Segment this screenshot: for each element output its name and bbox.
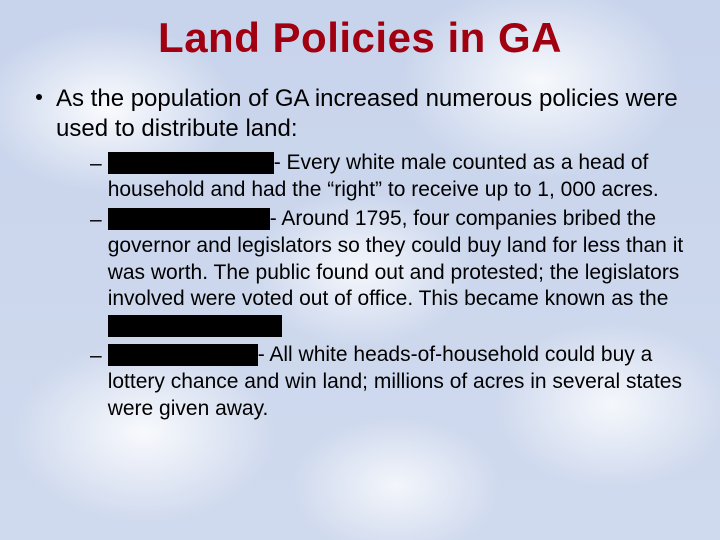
dash-icon: – [90, 344, 102, 368]
slide: Land Policies in GA As the population of… [0, 0, 720, 540]
bullet-level1: As the population of GA increased numero… [36, 84, 684, 144]
redaction-box [108, 152, 274, 174]
lead-text: As the population of GA increased numero… [56, 84, 684, 144]
sub-bullet-3-text: - All white heads-of-household could buy… [108, 342, 684, 423]
sub-bullet-list: – - Every white male counted as a head o… [90, 150, 684, 423]
sub-bullet-3: – - All white heads-of-household could b… [90, 342, 684, 423]
sub-bullet-2: – - Around 1795, four companies bribed t… [90, 206, 684, 340]
dash-icon: – [90, 152, 102, 176]
bullet-dot-icon [36, 94, 42, 100]
slide-title: Land Policies in GA [36, 14, 684, 62]
sub-bullet-2-text: - Around 1795, four companies bribed the… [108, 206, 684, 340]
redaction-box [108, 344, 258, 366]
redaction-box [108, 208, 270, 230]
dash-icon: – [90, 208, 102, 232]
sub-bullet-1: – - Every white male counted as a head o… [90, 150, 684, 204]
redaction-box [108, 315, 282, 337]
sub-bullet-1-text: - Every white male counted as a head of … [108, 150, 684, 204]
